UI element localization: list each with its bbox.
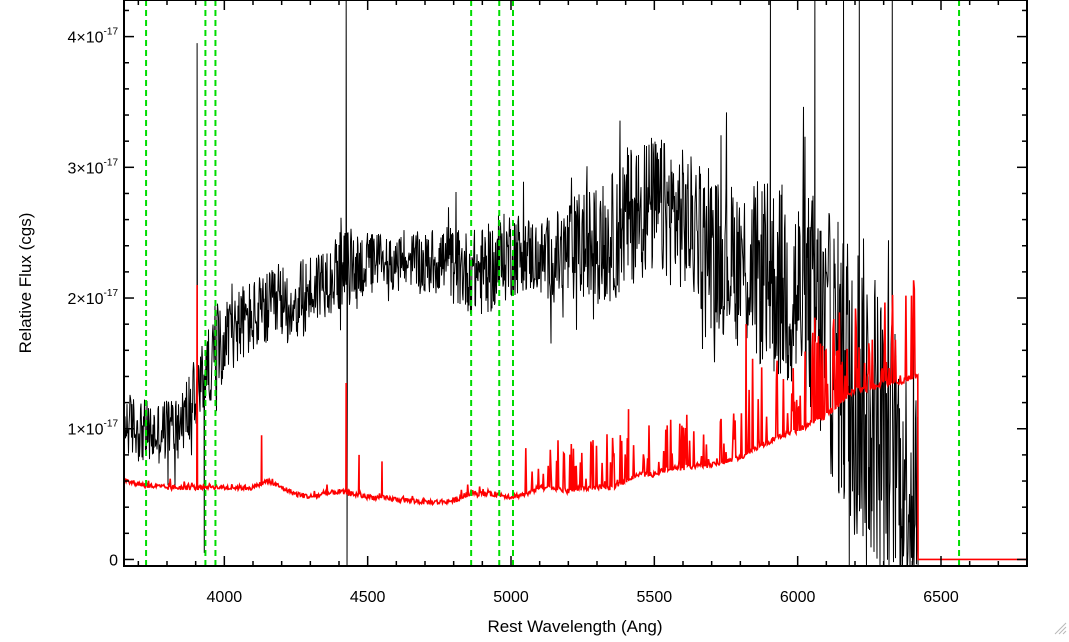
flux-spectrum-line [123,0,919,567]
y-tick-label: 3×10-17 [68,157,119,177]
y-axis-title: Relative Flux (cgs) [16,213,35,354]
x-tick-label: 4000 [207,589,243,606]
resize-grip-icon[interactable] [1053,621,1067,635]
x-tick-label: 5500 [637,589,673,606]
x-tick-label: 5000 [493,589,529,606]
y-tick-label: 1×10-17 [68,419,119,439]
reference-lines [145,0,961,566]
tick-labels: 4000 4500 5000 5500 6000 6500 0 1×10-17 2×10-17 3… [68,27,959,606]
y-tick-label: 0 [109,552,118,569]
x-axis-title: Rest Wavelength (Ang) [487,617,662,636]
plot-frame [123,0,1028,567]
tick-marks [124,0,1028,566]
series-layer [123,0,1027,567]
x-tick-label: 4500 [350,589,386,606]
error-spectrum-line [123,280,1027,561]
x-tick-label: 6000 [780,589,816,606]
y-tick-label: 2×10-17 [68,288,119,308]
y-tick-label: 4×10-17 [68,27,119,47]
x-tick-label: 6500 [923,589,959,606]
